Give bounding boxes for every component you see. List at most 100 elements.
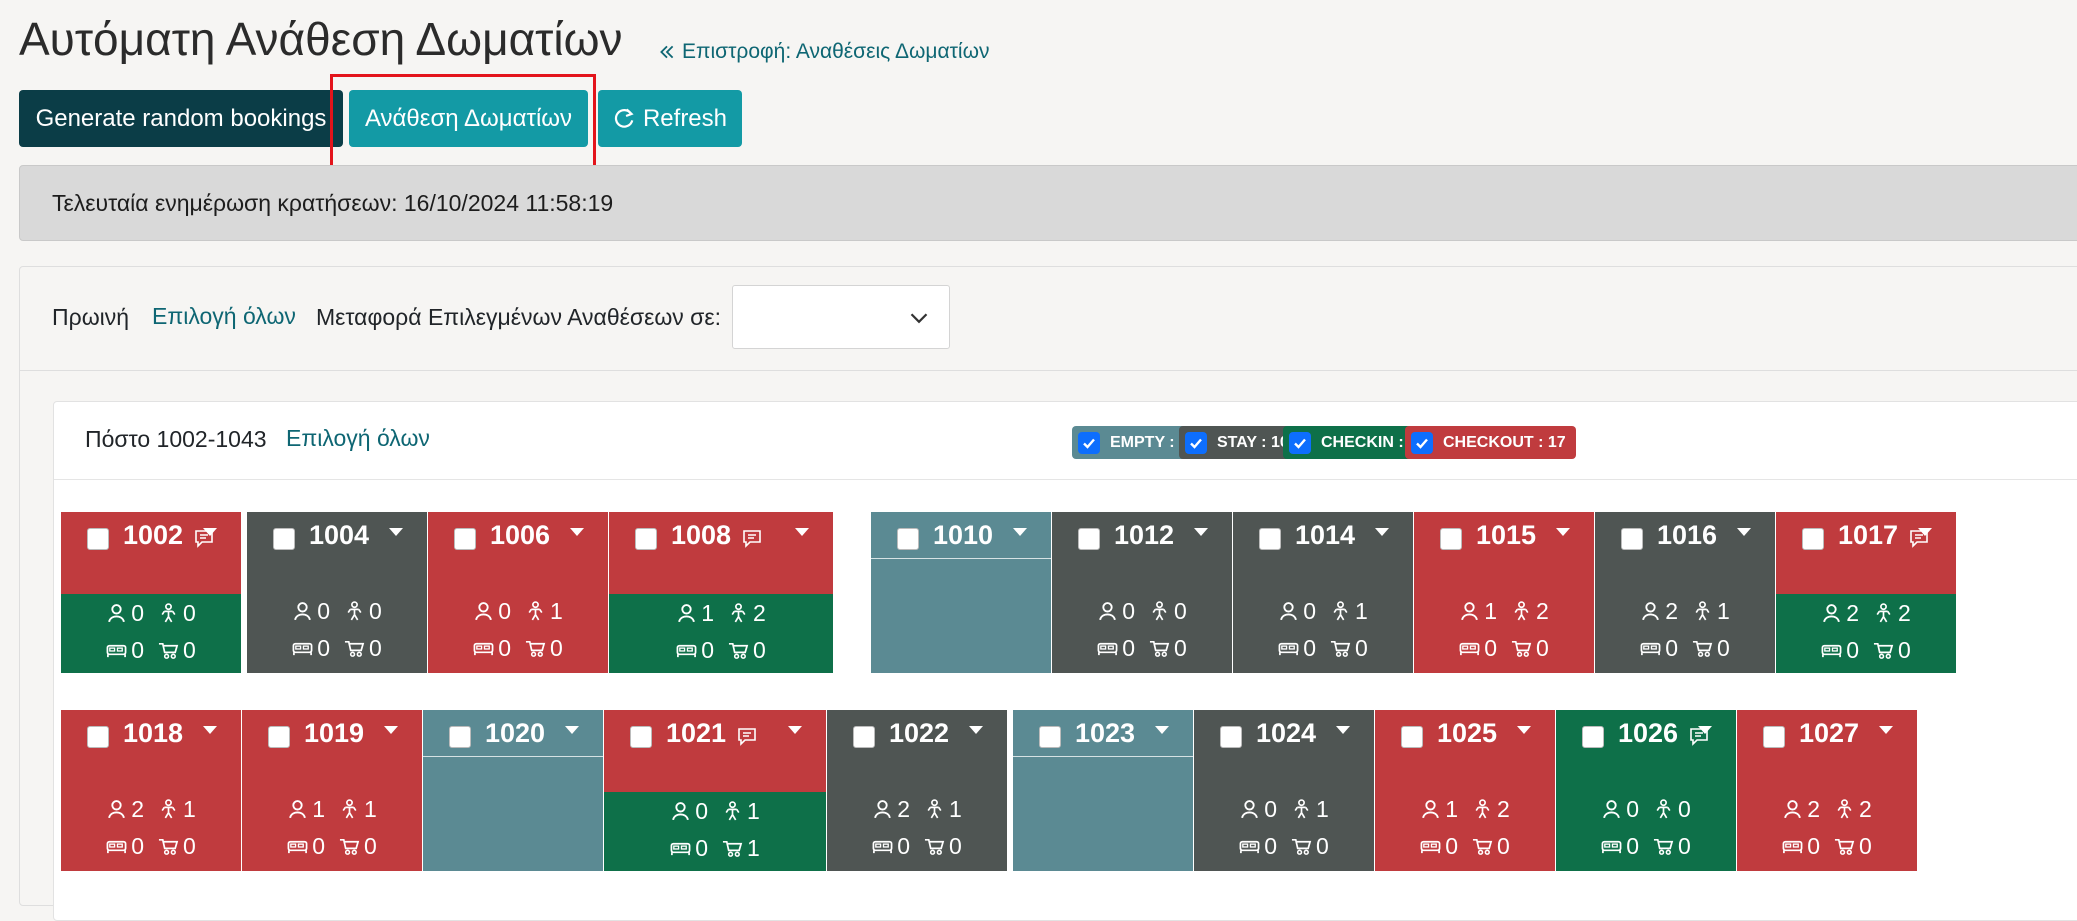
room-card-1025[interactable]: 1025 1 2 0 0	[1375, 710, 1555, 871]
children-count: 1	[183, 796, 196, 822]
caret-down-icon[interactable]	[1879, 726, 1893, 734]
children-count: 1	[949, 796, 962, 822]
room-checkbox[interactable]	[87, 726, 109, 748]
shift-select-all-link[interactable]: Επιλογή όλων	[152, 303, 296, 329]
room-checkbox[interactable]	[853, 726, 875, 748]
room-checkbox[interactable]	[1259, 528, 1281, 550]
caret-down-icon[interactable]	[389, 528, 403, 536]
caret-down-icon[interactable]	[1155, 726, 1169, 734]
room-checkbox[interactable]	[273, 528, 295, 550]
adult-icon	[1422, 800, 1439, 819]
child-icon	[1152, 601, 1167, 621]
adults-count: 2	[1665, 598, 1678, 624]
room-card-1004[interactable]: 1004 0 0 0 0	[247, 512, 427, 673]
filter-checkout[interactable]: CHECKOUT : 17	[1405, 426, 1576, 459]
adults-count: 1	[701, 600, 714, 626]
room-card-1014[interactable]: 1014 0 1 0 0	[1233, 512, 1413, 673]
room-checkbox[interactable]	[449, 726, 471, 748]
checkbox-checked-icon[interactable]	[1078, 431, 1100, 454]
room-checkbox[interactable]	[1621, 528, 1643, 550]
assign-rooms-button[interactable]: Ανάθεση Δωματίων	[349, 90, 588, 147]
caret-down-icon[interactable]	[1336, 726, 1350, 734]
room-card-1002[interactable]: 1002 0 0 0 0	[61, 512, 241, 673]
room-card-1020[interactable]: 1020	[423, 710, 603, 871]
room-card-1024[interactable]: 1024 0 1 0 0	[1194, 710, 1374, 871]
note-icon[interactable]	[737, 726, 757, 746]
bed-icon	[473, 642, 494, 656]
beds-count: 0	[1807, 833, 1820, 859]
adult-icon	[108, 800, 125, 819]
room-checkbox[interactable]	[268, 726, 290, 748]
back-link[interactable]: Επιστροφή: Αναθέσεις Δωματίων	[658, 40, 989, 64]
generate-bookings-button[interactable]: Generate random bookings	[19, 90, 343, 147]
room-checkbox[interactable]	[87, 528, 109, 550]
checkbox-checked-icon[interactable]	[1411, 431, 1433, 454]
caret-down-icon[interactable]	[1556, 528, 1570, 536]
caret-down-icon[interactable]	[1737, 528, 1751, 536]
room-checkbox[interactable]	[1763, 726, 1785, 748]
checkbox-checked-icon[interactable]	[1289, 431, 1311, 454]
refresh-button[interactable]: Refresh	[598, 90, 742, 147]
caret-down-icon[interactable]	[788, 726, 802, 734]
caret-down-icon[interactable]	[1375, 528, 1389, 536]
room-number: 1019	[304, 718, 365, 748]
room-card-1006[interactable]: 1006 0 1 0 0	[428, 512, 608, 673]
room-card-1023[interactable]: 1023	[1013, 710, 1193, 871]
room-card-1015[interactable]: 1015 1 2 0 0	[1414, 512, 1594, 673]
room-checkbox[interactable]	[630, 726, 652, 748]
room-checkbox[interactable]	[635, 528, 657, 550]
filter-empty[interactable]: EMPTY : 5	[1072, 426, 1198, 459]
room-number: 1021	[666, 718, 727, 748]
move-assignments-select[interactable]	[732, 285, 950, 349]
room-card-1019[interactable]: 1019 1 1 0 0	[242, 710, 422, 871]
room-card-1026[interactable]: 1026 0 0 0 0	[1556, 710, 1736, 871]
caret-down-icon[interactable]	[1918, 528, 1932, 536]
caret-down-icon[interactable]	[969, 726, 983, 734]
room-checkbox[interactable]	[454, 528, 476, 550]
post-header: Πόστο 1002-1043 Επιλογή όλων EMPTY : 5 ST…	[54, 402, 2077, 480]
room-card-1017[interactable]: 1017 2 2 0 0	[1776, 512, 1956, 673]
room-checkbox[interactable]	[1582, 726, 1604, 748]
adult-icon	[678, 604, 695, 623]
note-icon[interactable]	[742, 528, 762, 548]
room-card-1018[interactable]: 1018 2 1 0 0	[61, 710, 241, 871]
caret-down-icon[interactable]	[203, 528, 217, 536]
post-select-all-link[interactable]: Επιλογή όλων	[286, 425, 430, 451]
room-card-1016[interactable]: 1016 2 1 0 0	[1595, 512, 1775, 673]
bed-icon	[872, 840, 893, 854]
cribs-count: 0	[550, 635, 563, 661]
caret-down-icon[interactable]	[1698, 726, 1712, 734]
caret-down-icon[interactable]	[795, 528, 809, 536]
room-checkbox[interactable]	[1401, 726, 1423, 748]
room-card-1027[interactable]: 1027 2 2 0 0	[1737, 710, 1917, 871]
caret-down-icon[interactable]	[570, 528, 584, 536]
caret-down-icon[interactable]	[1517, 726, 1531, 734]
room-checkbox[interactable]	[1039, 726, 1061, 748]
room-checkbox[interactable]	[1078, 528, 1100, 550]
cribs-count: 0	[369, 635, 382, 661]
room-checkbox[interactable]	[1220, 726, 1242, 748]
caret-down-icon[interactable]	[384, 726, 398, 734]
room-checkbox[interactable]	[1802, 528, 1824, 550]
room-card-1021[interactable]: 1021 0 1 0 1	[604, 710, 826, 871]
filter-stay[interactable]: STAY : 10	[1179, 426, 1299, 459]
filter-checkin[interactable]: CHECKIN : 4	[1283, 426, 1428, 459]
crib-icon	[728, 642, 749, 659]
room-card-1008[interactable]: 1008 1 2 0 0	[609, 512, 833, 673]
caret-down-icon[interactable]	[565, 726, 579, 734]
caret-down-icon[interactable]	[203, 726, 217, 734]
caret-down-icon[interactable]	[1194, 528, 1208, 536]
room-card-1010[interactable]: 1010	[871, 512, 1051, 673]
room-card-1022[interactable]: 1022 2 1 0 0	[827, 710, 1007, 871]
room-checkbox[interactable]	[897, 528, 919, 550]
checkbox-checked-icon[interactable]	[1185, 431, 1207, 454]
room-header	[609, 512, 833, 595]
room-card-1012[interactable]: 1012 0 0 0 0	[1052, 512, 1232, 673]
caret-down-icon[interactable]	[1013, 528, 1027, 536]
room-checkbox[interactable]	[1440, 528, 1462, 550]
